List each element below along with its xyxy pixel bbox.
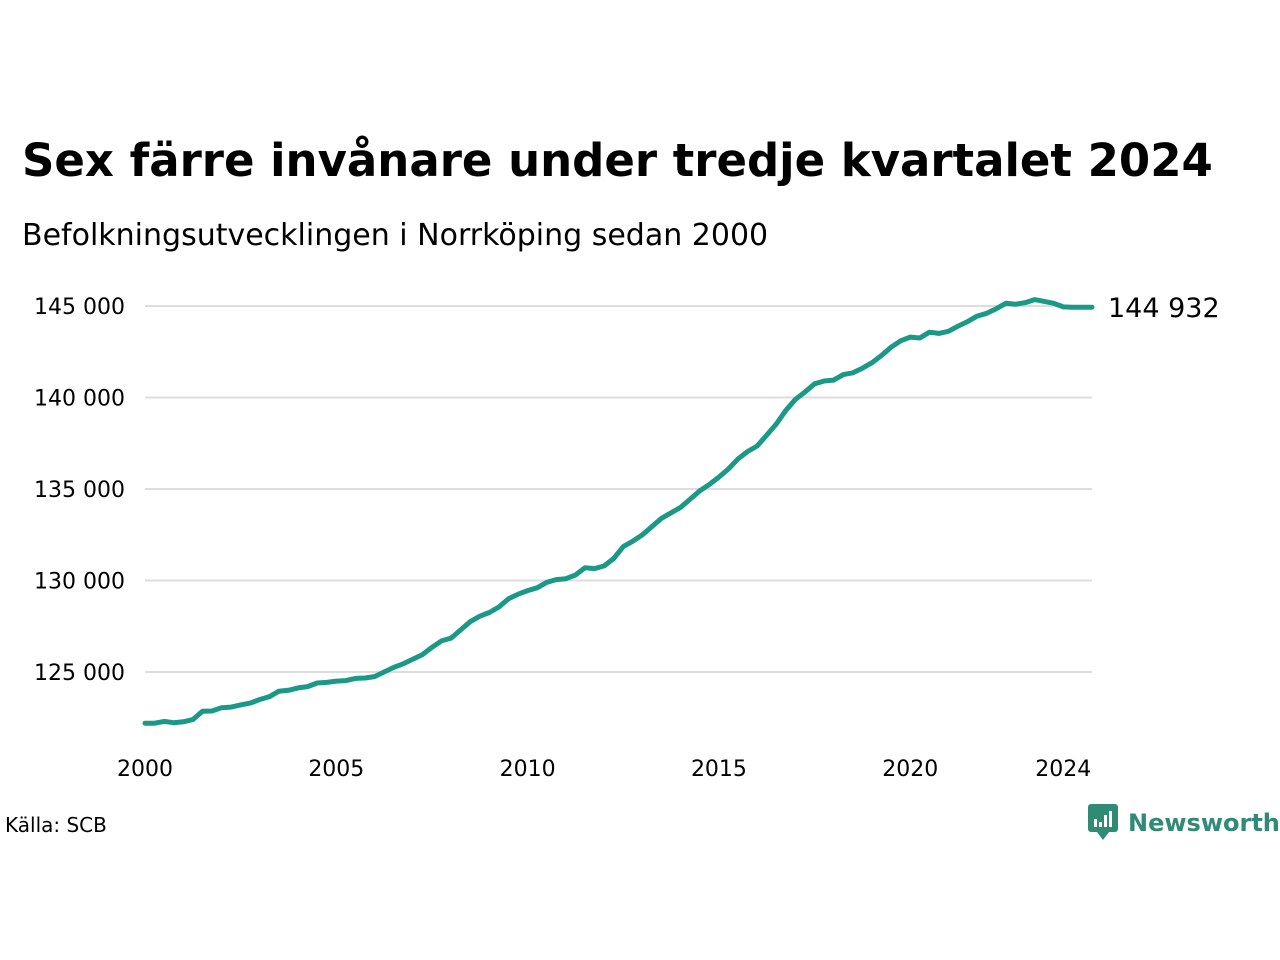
y-tick-label: 130 000: [34, 570, 125, 595]
y-tick-label: 145 000: [34, 295, 125, 320]
grid-lines: [145, 305, 1092, 673]
end-value-label: 144 932: [1108, 293, 1220, 324]
newsworthy-logo-icon: [1088, 804, 1118, 840]
y-tick-label: 125 000: [34, 661, 125, 686]
y-tick-label: 140 000: [34, 387, 125, 412]
chart-subtitle: Befolkningsutvecklingen i Norrköping sed…: [22, 218, 769, 253]
chart-title: Sex färre invånare under tredje kvartale…: [22, 134, 1213, 187]
x-tick-label: 2005: [308, 757, 364, 782]
x-tick-label: 2010: [500, 757, 556, 782]
series-line: [142, 297, 1095, 726]
x-tick-label: 2015: [691, 757, 747, 782]
x-tick-label: 2024: [1035, 757, 1091, 782]
x-tick-label: 2020: [882, 757, 938, 782]
series-group: [142, 297, 1095, 726]
x-tick-label: 2000: [117, 757, 173, 782]
x-axis-tick-labels: 2000 2005 2010 2015 2020 2024: [117, 757, 1091, 782]
source-note: Källa: SCB: [5, 813, 107, 837]
brand-logo: Newsworthy: [1088, 804, 1280, 842]
y-tick-label: 135 000: [34, 478, 125, 503]
y-axis-tick-labels: 125 000 130 000 135 000 140 000 145 000: [34, 295, 125, 686]
brand-name: Newsworthy: [1128, 809, 1280, 837]
